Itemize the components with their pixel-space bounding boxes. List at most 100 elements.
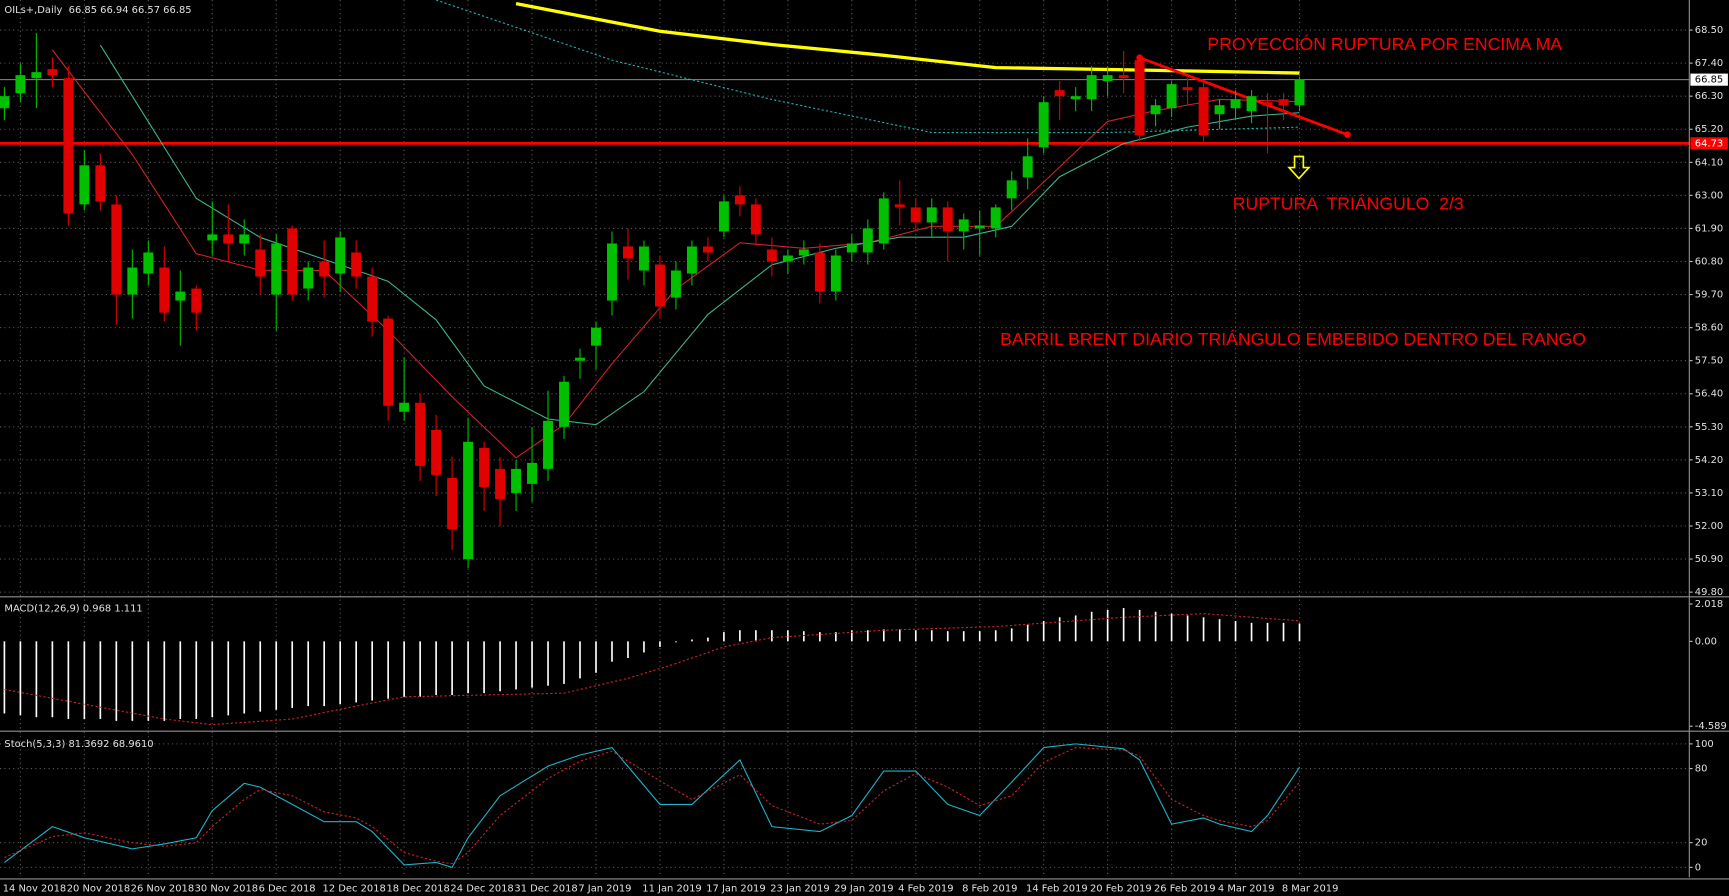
trendline-point bbox=[1136, 54, 1143, 62]
candle-body bbox=[1038, 102, 1049, 148]
candle-body bbox=[750, 204, 761, 235]
price-tag-label: 64.73 bbox=[1695, 138, 1723, 149]
candle-body bbox=[974, 225, 985, 229]
candle-body bbox=[1150, 105, 1161, 115]
y-tick-label: 0.00 bbox=[1695, 636, 1717, 647]
candle-body bbox=[255, 249, 266, 277]
candle-body bbox=[1022, 156, 1033, 178]
candle-body bbox=[1230, 99, 1241, 109]
panel-title: OILs+,Daily 66.85 66.94 66.57 66.85 bbox=[4, 5, 191, 16]
candle-body bbox=[591, 327, 601, 346]
candle-body bbox=[782, 255, 793, 262]
candle-body bbox=[607, 243, 617, 301]
x-tick-label: 4 Feb 2019 bbox=[898, 883, 953, 894]
candle-body bbox=[143, 252, 154, 274]
candle-body bbox=[0, 96, 10, 109]
candle-body bbox=[319, 261, 330, 277]
candle-body bbox=[543, 420, 553, 469]
candle-body bbox=[383, 318, 394, 406]
y-tick-label: 57.50 bbox=[1695, 356, 1723, 367]
annotation: BARRIL BRENT DIARIO TRIÁNGULO EMBEBIDO D… bbox=[1000, 329, 1586, 349]
candle-body bbox=[990, 207, 1001, 229]
candle-body bbox=[575, 357, 585, 361]
candle-body bbox=[79, 165, 90, 205]
panel-title: MACD(12,26,9) 0.968 1.111 bbox=[4, 603, 142, 614]
indicator-line bbox=[435, 0, 1300, 134]
candle-body bbox=[335, 237, 346, 274]
candle-body bbox=[415, 402, 426, 466]
candle-body bbox=[798, 249, 809, 256]
x-tick-label: 7 Jan 2019 bbox=[578, 883, 631, 894]
candle-body bbox=[1246, 96, 1257, 112]
candle-body bbox=[734, 195, 745, 205]
y-tick-label: 20 bbox=[1695, 838, 1708, 849]
price-tag bbox=[1690, 137, 1728, 150]
candle-body bbox=[1086, 75, 1097, 100]
x-tick-label: 20 Feb 2019 bbox=[1090, 883, 1152, 894]
y-tick-label: 68.50 bbox=[1695, 25, 1723, 36]
candle-body bbox=[1294, 79, 1305, 106]
candle-body bbox=[15, 75, 26, 94]
y-tick-label: 0 bbox=[1695, 862, 1701, 873]
y-tick-label: 65.20 bbox=[1695, 124, 1723, 135]
candle-body bbox=[670, 270, 681, 298]
x-tick-label: 23 Jan 2019 bbox=[770, 883, 829, 894]
candle-body bbox=[1262, 102, 1273, 106]
x-tick-label: 24 Dec 2018 bbox=[450, 883, 513, 894]
indicator-line bbox=[99, 44, 1300, 426]
candle-body bbox=[223, 234, 234, 244]
candle-body bbox=[367, 276, 378, 322]
x-tick-label: 26 Feb 2019 bbox=[1154, 883, 1216, 894]
x-tick-label: 12 Dec 2018 bbox=[323, 883, 386, 894]
candle-body bbox=[287, 228, 298, 295]
y-tick-label: 55.30 bbox=[1695, 422, 1723, 433]
y-tick-label: 52.00 bbox=[1695, 521, 1723, 532]
candle-body bbox=[159, 267, 170, 313]
candle-body bbox=[878, 198, 889, 244]
candle-body bbox=[1118, 75, 1129, 79]
price-tag bbox=[1690, 73, 1728, 86]
price-tag-label: 66.85 bbox=[1695, 75, 1723, 86]
y-tick-label: 49.80 bbox=[1695, 587, 1723, 598]
candle-body bbox=[399, 402, 410, 412]
candle-body bbox=[1182, 87, 1193, 91]
candle-body bbox=[511, 468, 522, 493]
candle-body bbox=[63, 78, 74, 214]
indicator-line bbox=[4, 743, 1300, 869]
y-tick-label: 61.90 bbox=[1695, 223, 1723, 234]
candle-body bbox=[654, 264, 665, 307]
y-tick-label: 67.40 bbox=[1695, 58, 1723, 69]
y-tick-label: 59.70 bbox=[1695, 290, 1723, 301]
candle-body bbox=[239, 234, 250, 244]
y-tick-label: 50.90 bbox=[1695, 554, 1723, 565]
candle-body bbox=[830, 255, 841, 292]
candle-body bbox=[559, 381, 569, 427]
candle-body bbox=[1166, 84, 1177, 109]
candle-body bbox=[1134, 60, 1145, 136]
candle-body bbox=[686, 246, 697, 274]
annotation: PROYECCIÓN RUPTURA POR ENCIMA MA bbox=[1207, 33, 1562, 54]
candle-body bbox=[463, 441, 474, 560]
x-tick-label: 11 Jan 2019 bbox=[642, 883, 701, 894]
y-tick-label: 56.40 bbox=[1695, 389, 1723, 400]
y-tick-label: 100 bbox=[1695, 739, 1714, 750]
candle-body bbox=[95, 165, 106, 202]
x-tick-label: 29 Jan 2019 bbox=[834, 883, 893, 894]
candle-body bbox=[702, 246, 713, 253]
y-tick-label: 80 bbox=[1695, 764, 1708, 775]
candle-body bbox=[718, 201, 729, 232]
candle-body bbox=[31, 72, 42, 79]
candle-body bbox=[942, 207, 953, 232]
candle-body bbox=[639, 246, 649, 271]
candle-body bbox=[862, 228, 873, 253]
x-tick-label: 14 Feb 2019 bbox=[1026, 883, 1088, 894]
candle-body bbox=[814, 252, 825, 292]
candle-body bbox=[910, 207, 921, 223]
candle-body bbox=[766, 249, 777, 262]
x-tick-label: 17 Jan 2019 bbox=[706, 883, 765, 894]
indicator-line bbox=[1139, 56, 1348, 136]
candle-body bbox=[1070, 96, 1081, 100]
candle-body bbox=[447, 477, 458, 530]
candle-body bbox=[1214, 105, 1225, 115]
x-tick-label: 6 Dec 2018 bbox=[259, 883, 316, 894]
